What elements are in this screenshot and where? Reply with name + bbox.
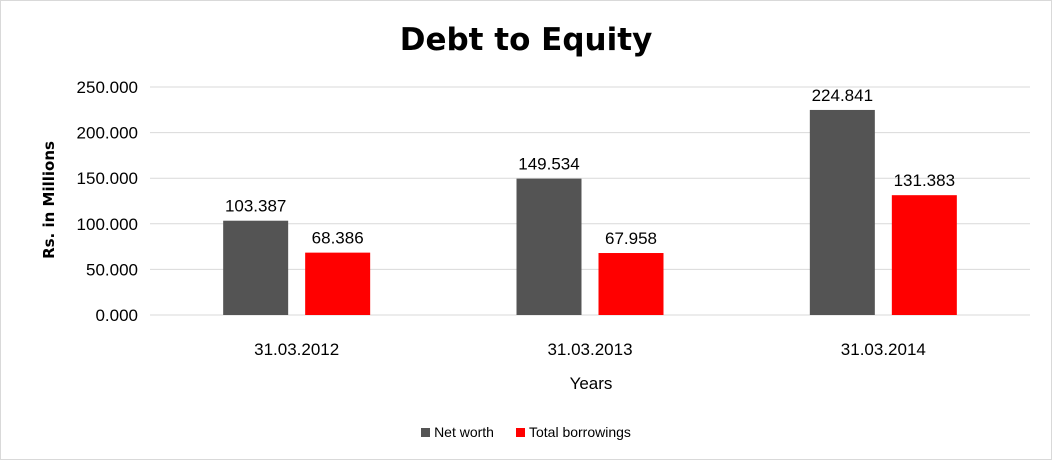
y-axis-title: Rs. in Millions: [40, 141, 58, 259]
gridlines: [150, 86, 1030, 316]
bars: 103.387 68.386 149.534 67.958 224.841 131.383: [223, 86, 957, 315]
legend-label-net-worth: Net worth: [434, 424, 494, 440]
y-tick-label: 150.000: [77, 169, 138, 188]
y-axis-ticks: 0.000 50.000 100.000 150.000 200.000 250.000: [77, 78, 138, 325]
legend-swatch-net-worth: [421, 427, 431, 437]
x-tick-label: 31.03.2012: [254, 340, 339, 359]
legend: Net worth Total borrowings: [0, 424, 1052, 440]
x-axis-ticks: 31.03.2012 31.03.2013 31.03.2014: [254, 340, 926, 359]
x-tick-label: 31.03.2014: [841, 340, 926, 359]
bar-net-worth: [809, 109, 875, 315]
y-tick-label: 100.000: [77, 215, 138, 234]
legend-item-net-worth: Net worth: [421, 424, 494, 440]
bar-net-worth: [223, 220, 289, 315]
x-axis-title: Years: [570, 374, 613, 393]
chart-title: Debt to Equity: [399, 22, 653, 58]
legend-swatch-total-borrowings: [515, 427, 525, 437]
data-label: 224.841: [812, 86, 873, 105]
y-tick-label: 50.000: [86, 260, 138, 279]
y-tick-label: 0.000: [95, 306, 138, 325]
data-label: 103.387: [225, 197, 286, 216]
x-tick-label: 31.03.2013: [547, 340, 632, 359]
bar-net-worth: [516, 178, 582, 315]
data-label: 67.958: [605, 229, 657, 248]
y-tick-label: 250.000: [77, 78, 138, 97]
bar-total-borrowings: [598, 253, 664, 315]
bar-total-borrowings: [305, 252, 371, 315]
legend-label-total-borrowings: Total borrowings: [528, 424, 631, 440]
y-tick-label: 200.000: [77, 124, 138, 143]
bar-total-borrowings: [891, 195, 957, 315]
legend-item-total-borrowings: Total borrowings: [515, 424, 631, 440]
data-label: 131.383: [894, 171, 955, 190]
data-label: 149.534: [518, 155, 579, 174]
data-label: 68.386: [312, 229, 364, 248]
